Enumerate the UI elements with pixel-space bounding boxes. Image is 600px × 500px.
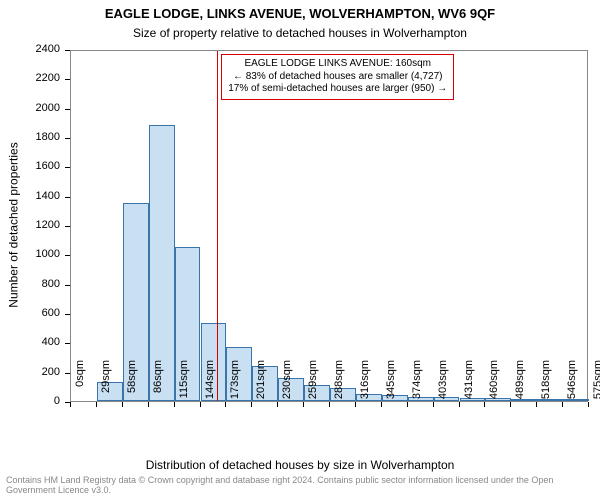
y-tick-label: 400 xyxy=(0,336,60,348)
x-tick-mark xyxy=(329,402,330,407)
x-tick-mark xyxy=(536,402,537,407)
x-tick-mark xyxy=(459,402,460,407)
annotation-line: ← 83% of detached houses are smaller (4,… xyxy=(228,71,447,84)
y-tick-mark xyxy=(65,109,70,110)
annotation-line: 17% of semi-detached houses are larger (… xyxy=(228,83,447,96)
y-tick-label: 2000 xyxy=(0,102,60,114)
y-tick-mark xyxy=(65,138,70,139)
x-tick-label: 58sqm xyxy=(126,360,138,410)
x-tick-mark xyxy=(251,402,252,407)
footer-text: Contains HM Land Registry data © Crown c… xyxy=(6,476,594,496)
x-tick-mark xyxy=(277,402,278,407)
y-tick-label: 1600 xyxy=(0,160,60,172)
x-tick-label: 345sqm xyxy=(385,360,397,410)
y-tick-mark xyxy=(65,167,70,168)
x-tick-mark xyxy=(433,402,434,407)
x-tick-label: 460sqm xyxy=(488,360,500,410)
y-tick-mark xyxy=(65,373,70,374)
y-tick-mark xyxy=(65,197,70,198)
y-tick-label: 2200 xyxy=(0,72,60,84)
y-tick-label: 600 xyxy=(0,307,60,319)
x-tick-label: 374sqm xyxy=(411,360,423,410)
x-tick-mark xyxy=(588,402,589,407)
chart-title-line1: EAGLE LODGE, LINKS AVENUE, WOLVERHAMPTON… xyxy=(0,6,600,21)
x-tick-label: 230sqm xyxy=(281,360,293,410)
x-tick-mark xyxy=(510,402,511,407)
x-tick-label: 86sqm xyxy=(152,360,164,410)
x-tick-label: 144sqm xyxy=(204,360,216,410)
x-tick-label: 173sqm xyxy=(229,360,241,410)
y-tick-label: 2400 xyxy=(0,43,60,55)
x-tick-label: 259sqm xyxy=(307,360,319,410)
chart-title-line2: Size of property relative to detached ho… xyxy=(0,26,600,40)
plot-area: EAGLE LODGE LINKS AVENUE: 160sqm← 83% of… xyxy=(70,50,588,402)
x-tick-label: 489sqm xyxy=(514,360,526,410)
x-tick-label: 431sqm xyxy=(463,360,475,410)
x-tick-mark xyxy=(70,402,71,407)
y-tick-mark xyxy=(65,79,70,80)
y-tick-mark xyxy=(65,314,70,315)
x-tick-mark xyxy=(407,402,408,407)
y-tick-mark xyxy=(65,285,70,286)
x-tick-label: 115sqm xyxy=(178,360,190,410)
y-tick-label: 1800 xyxy=(0,131,60,143)
x-tick-label: 518sqm xyxy=(540,360,552,410)
y-tick-label: 0 xyxy=(0,395,60,407)
x-tick-mark xyxy=(200,402,201,407)
x-tick-label: 403sqm xyxy=(437,360,449,410)
x-tick-label: 316sqm xyxy=(359,360,371,410)
x-tick-mark xyxy=(381,402,382,407)
y-tick-label: 800 xyxy=(0,278,60,290)
x-tick-label: 288sqm xyxy=(333,360,345,410)
annotation-line: EAGLE LODGE LINKS AVENUE: 160sqm xyxy=(228,58,447,71)
x-tick-mark xyxy=(303,402,304,407)
x-tick-mark xyxy=(484,402,485,407)
x-tick-mark xyxy=(174,402,175,407)
x-tick-mark xyxy=(225,402,226,407)
y-tick-mark xyxy=(65,343,70,344)
x-tick-label: 29sqm xyxy=(100,360,112,410)
y-tick-mark xyxy=(65,226,70,227)
x-tick-mark xyxy=(355,402,356,407)
y-tick-label: 1400 xyxy=(0,190,60,202)
chart-container: EAGLE LODGE, LINKS AVENUE, WOLVERHAMPTON… xyxy=(0,0,600,500)
y-tick-label: 1000 xyxy=(0,248,60,260)
x-tick-mark xyxy=(96,402,97,407)
reference-line xyxy=(217,51,218,401)
x-tick-label: 546sqm xyxy=(566,360,578,410)
y-tick-label: 200 xyxy=(0,366,60,378)
x-axis-label: Distribution of detached houses by size … xyxy=(0,458,600,472)
y-tick-mark xyxy=(65,50,70,51)
x-tick-mark xyxy=(122,402,123,407)
annotation-box: EAGLE LODGE LINKS AVENUE: 160sqm← 83% of… xyxy=(221,54,454,100)
x-tick-label: 0sqm xyxy=(74,360,86,410)
x-tick-mark xyxy=(562,402,563,407)
x-tick-label: 575sqm xyxy=(592,360,600,410)
y-tick-mark xyxy=(65,255,70,256)
x-tick-label: 201sqm xyxy=(255,360,267,410)
y-tick-label: 1200 xyxy=(0,219,60,231)
x-tick-mark xyxy=(148,402,149,407)
